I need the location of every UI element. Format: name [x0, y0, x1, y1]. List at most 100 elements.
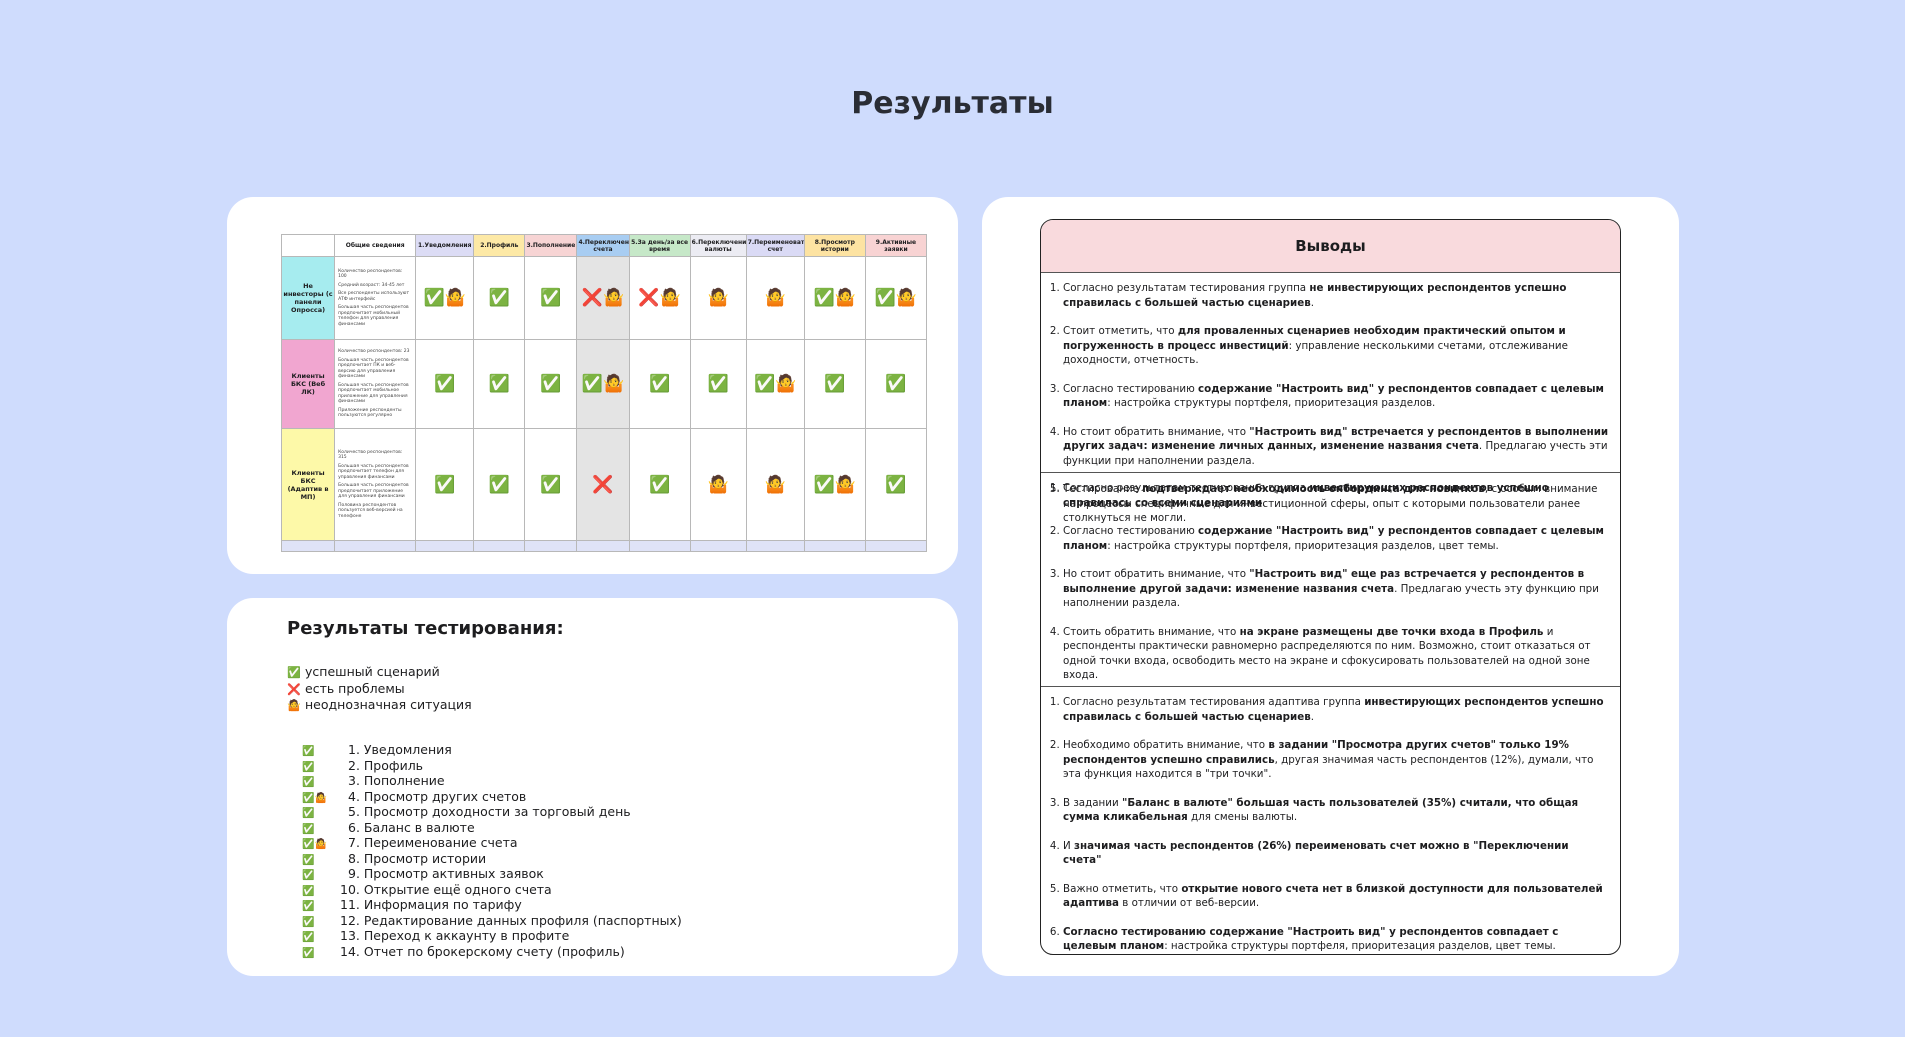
bold-text: "Настроить вид" встречается у респондент…	[1063, 425, 1609, 453]
status-cell: 🤷	[745, 428, 805, 541]
scenario-icon: ✅	[302, 854, 315, 866]
text: : управление несколькими счетами, отслеж…	[1063, 339, 1568, 367]
status-cell: 🤷	[745, 256, 805, 340]
column-header: 2.Профиль	[473, 234, 526, 257]
legend-item: 🤷 неоднозначная ситуация	[287, 697, 472, 712]
scenario-item: ✅ 5. Просмотр доходности за торговый день	[302, 804, 631, 819]
footer-cell	[576, 540, 630, 552]
column-header: 7.Переименовать счет	[745, 234, 805, 257]
status-cell: ✅	[864, 428, 928, 541]
legend-title: Результаты тестирования:	[287, 618, 564, 639]
text: Согласно результатам тестирования группа	[1063, 282, 1310, 294]
text: . Предлагаю учесть эти функции при напол…	[1063, 440, 1608, 467]
status-cell: ✅	[628, 339, 691, 429]
conclusion-item: Согласно результатам тестирования адапти…	[1063, 695, 1610, 724]
scenario-text: 4. Просмотр других счетов	[348, 788, 527, 804]
bold-text: содержание "Настроить вид" у респонденто…	[1063, 525, 1604, 552]
status-cell: ✅	[524, 339, 578, 429]
footer-row	[280, 540, 928, 552]
row-label: Клиенты БКС (Адаптив в МП)	[280, 428, 336, 541]
conclusion-item: Согласно тестированию содержание "Настро…	[1063, 524, 1610, 553]
status-cell: ✅	[864, 339, 928, 429]
status-cell: ✅	[803, 339, 866, 429]
bold-text: содержание "Настроить вид" у респонденто…	[1063, 382, 1604, 410]
conclusion-item: Согласно тестированию содержание "Настро…	[1063, 382, 1610, 411]
scenario-text: 6. Баланс в валюте	[348, 819, 475, 835]
scenario-icon: ✅	[302, 870, 315, 881]
scenario-text: 7. Переименование счета	[348, 835, 518, 850]
bold-text: "Настроить вид" еще раз встречается у ре…	[1063, 568, 1585, 595]
info-line: Количество респондентов: 315	[338, 449, 403, 461]
scenario-text: 9. Просмотр активных заявок	[348, 866, 544, 881]
text: Важно отметить, что	[1063, 882, 1182, 895]
scenario-icon: ✅	[302, 916, 315, 928]
conclusion-item: Но стоит обратить внимание, что "Настрои…	[1063, 567, 1610, 611]
conclusions-card: Выводы Согласно результатам тестирования…	[982, 197, 1679, 976]
conclusion-list: Согласно результатам тестирования группа…	[1051, 281, 1610, 526]
column-header: Общие сведения	[334, 234, 417, 257]
text: . Предлагаю учесть эту функцию при напол…	[1063, 582, 1599, 610]
scenario-icon: ✅	[302, 777, 315, 788]
legend-text: неоднозначная ситуация	[305, 697, 472, 712]
conclusion-item: В задании "Баланс в валюте" большая част…	[1063, 796, 1610, 825]
scenario-icon: ✅	[302, 746, 315, 757]
conclusion-item: И значимая часть респондентов (26%) пере…	[1063, 839, 1610, 868]
text: : настройка структуры портфеля, приорите…	[1107, 397, 1436, 409]
bold-text: подтверждает необходимость онбординга дл…	[1142, 483, 1485, 495]
status-cell: ✅	[524, 428, 578, 541]
conclusion-item: Важно отметить, что открытие нового счет…	[1063, 882, 1610, 911]
info-line: Большая часть респондентов предпочитает …	[338, 357, 409, 380]
legend-card: Результаты тестирования: ✅ успешный сцена…	[227, 598, 958, 976]
status-cell: 🤷	[689, 256, 747, 340]
text: Но стоит обратить внимание, что	[1063, 425, 1250, 438]
conclusion-item: Но стоит обратить внимание, что "Настрои…	[1063, 425, 1610, 469]
scenario-text: 13. Переход к аккаунту в профите	[340, 928, 570, 943]
footer-cell	[745, 540, 805, 552]
info-line: Средний возраст: 34-45 лет	[338, 282, 405, 288]
text: И	[1063, 839, 1074, 852]
scenario-item: ✅🤷 4. Просмотр других счетов	[302, 789, 526, 804]
column-header: 3.Пополнение	[524, 234, 578, 257]
column-header: 8.Просмотр истории	[803, 234, 866, 257]
status-cell: ✅	[689, 339, 747, 429]
column-header: 1.Уведомления	[415, 234, 475, 257]
conclusion-list: Согласно результатам тестирования группа…	[1051, 481, 1610, 683]
status-cell: ✅🤷	[803, 428, 866, 541]
scenario-text: 5. Просмотр доходности за торговый день	[348, 804, 631, 819]
text: , другая значимая часть респондентов (12…	[1063, 753, 1594, 781]
scenario-icon: ✅	[302, 808, 315, 819]
scenario-item: ✅ 10. Открытие ещё одного счета	[302, 882, 552, 897]
bold-text: на экране размещены две точки входа в Пр…	[1239, 625, 1544, 638]
text: Согласно результатам тестирования адапти…	[1063, 696, 1365, 708]
table-row: Не инвесторы (с панели Опросса) Количеств…	[280, 256, 928, 340]
scenario-item: ✅🤷 7. Переименование счета	[302, 835, 518, 850]
scenario-text: 12. Редактирование данных профиля (паспо…	[340, 912, 682, 928]
footer-cell	[864, 540, 928, 552]
conclusion-list: Согласно результатам тестирования адапти…	[1051, 695, 1610, 954]
bold-text: значимая часть респондентов (26%) переим…	[1063, 839, 1569, 867]
scenario-item: ✅ 2. Профиль	[302, 758, 423, 773]
bold-text: не инвестирующих респондентов успешно сп…	[1063, 282, 1567, 309]
scenario-icon: ✅	[302, 823, 315, 835]
scenario-text: 2. Профиль	[348, 757, 424, 773]
text: : настройка структуры портфеля, приорите…	[1107, 539, 1499, 552]
row-info: Количество респондентов: 23 Большая часть…	[334, 339, 417, 429]
scenario-text: 3. Пополнение	[348, 773, 445, 788]
legend-text: есть проблемы	[305, 680, 405, 696]
text: Согласно результатам тестирования группа	[1063, 482, 1310, 494]
footer-cell	[628, 540, 691, 552]
status-cell: ❌	[576, 428, 630, 541]
legend-item: ✅ успешный сценарий	[287, 664, 440, 679]
text: и респонденты практически равномерно рас…	[1063, 625, 1591, 682]
conclusions-box: Выводы Согласно результатам тестирования…	[1040, 219, 1621, 955]
status-cell: ❌🤷	[628, 256, 691, 340]
footer-cell	[473, 540, 526, 552]
info-line: Большая часть респондентов предпочитает …	[338, 463, 409, 480]
status-cell: ✅	[415, 428, 475, 541]
bold-text: открытие нового счета нет в близкой дост…	[1063, 882, 1603, 910]
scenario-item: ✅ 6. Баланс в валюте	[302, 820, 475, 835]
text: Но стоит обратить внимание, что	[1063, 568, 1250, 580]
info-line: Количество респондентов: 100	[338, 268, 403, 280]
conclusion-item: Согласно результатам тестирования группа…	[1063, 481, 1610, 510]
text: Согласно тестированию	[1063, 382, 1199, 395]
